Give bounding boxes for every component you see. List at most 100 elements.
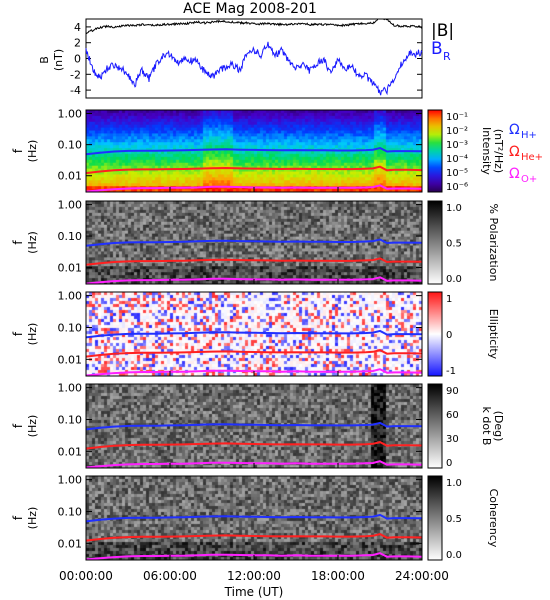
colorbar-label: k dot B	[480, 407, 493, 446]
colorbar-tick-label: 0	[446, 458, 452, 469]
panels-layer: 420-2-4B (nT)|B|B R1.000.100.01f (Hz)10⁻¹10…	[11, 18, 543, 599]
y-tick-label: 2	[74, 37, 81, 50]
legend-omega-symbol: Ω	[509, 166, 520, 182]
y-axis-unit: (Hz)	[26, 140, 39, 163]
y-tick-label: 1.00	[58, 382, 83, 395]
plot-frame	[85, 18, 423, 99]
colorbar-tick-label: 10⁻¹	[446, 112, 468, 123]
colorbar-tick-label: 0	[446, 330, 452, 341]
gyrofrequency-line	[85, 238, 423, 247]
legend-omega-symbol: Ω	[509, 144, 520, 160]
legend-omega-symbol: Ω	[509, 122, 520, 138]
colorbar-tick-label: 90	[446, 386, 459, 397]
colorbar-tick-label: 0.5	[446, 239, 462, 250]
y-axis-unit: (nT)	[52, 49, 65, 71]
gyrofrequency-line	[85, 533, 423, 542]
coherency-panel: 1.00 0.10 0.01 f (Hz) 1.0 0.5 0.0 Coherency	[11, 474, 500, 561]
gyrofrequency-line	[85, 552, 423, 561]
colorbar-tick-label: 10⁻³	[446, 140, 468, 151]
colorbar-label: % Polarization	[487, 204, 500, 282]
colorbar	[427, 109, 443, 193]
colorbar-label: Ellipticity	[487, 309, 500, 360]
y-axis-label: B	[38, 56, 51, 64]
y-axis-unit: (Hz)	[26, 507, 39, 530]
y-tick-label: 0.10	[58, 321, 83, 334]
y-tick-label: 0.10	[58, 413, 83, 426]
colorbar-tick-label: 1.0	[446, 203, 462, 214]
gyrofrequency-line	[85, 329, 423, 339]
colorbar-tick-label: 0.0	[446, 550, 462, 561]
colorbar-tick-label: 10⁻⁵	[446, 168, 468, 179]
y-tick-label: -4	[70, 84, 81, 97]
gyrofrequency-line	[85, 460, 423, 469]
colorbar-tick-label: 10⁻⁴	[446, 154, 468, 165]
y-tick-label: 4	[74, 21, 81, 34]
colorbar-tick-label: 60	[446, 410, 459, 421]
gyrofrequency-line	[85, 257, 423, 266]
colorbar-tick-label: 10⁻⁶	[446, 182, 468, 193]
legend-b-radial: B	[431, 39, 443, 59]
polarization-panel: 1.00 0.10 0.01 f (Hz) 1.0 0.5 0.0 % Polarization	[11, 199, 500, 285]
colorbar-tick-label: -1	[446, 366, 456, 377]
colorbar-label: Intensity	[480, 127, 493, 175]
colorbar-tick-label: 0.5	[446, 514, 462, 525]
x-tick-label: 06:00:00	[143, 569, 197, 583]
x-tick-label: 18:00:00	[311, 569, 365, 583]
colorbar-tick-label: 0.0	[446, 274, 462, 285]
gyrofrequency-line	[85, 146, 423, 156]
gyrofrequency-line	[85, 165, 423, 175]
y-tick-label: 0.01	[58, 262, 83, 275]
gyrofrequency-line	[85, 513, 423, 523]
y-axis-unit: (Hz)	[26, 231, 39, 254]
legend-b-total: |B|	[431, 21, 454, 41]
colorbar	[427, 383, 443, 469]
colorbar	[427, 291, 443, 377]
x-tick-label: 12:00:00	[227, 569, 281, 583]
y-tick-label: 1.00	[58, 290, 83, 303]
y-tick-label: 0.01	[58, 170, 83, 183]
legend-ion-subscript: He+	[521, 152, 543, 163]
b-radial-line	[85, 41, 423, 96]
colorbar-label: Coherency	[487, 489, 500, 548]
y-axis-label: f	[11, 240, 25, 245]
y-tick-label: 0.01	[58, 353, 83, 366]
y-tick-label: 0.10	[58, 139, 83, 152]
y-tick-label: 0.01	[58, 445, 83, 458]
y-tick-label: 0.10	[58, 230, 83, 243]
y-tick-label: 1.00	[58, 199, 83, 212]
legend-ion-subscript: O+	[521, 174, 537, 185]
y-tick-label: 0.01	[58, 537, 83, 550]
x-tick-label: 24:00:00	[395, 569, 449, 583]
legend-b-radial-subscript: R	[443, 50, 451, 63]
b-total-line	[85, 18, 423, 35]
y-axis-label: f	[11, 515, 25, 520]
y-tick-label: -2	[70, 68, 81, 81]
y-axis-label: f	[11, 148, 25, 153]
gyrofrequency-line	[85, 441, 423, 450]
colorbar-tick-label: 1	[446, 294, 452, 305]
colorbar-tick-label: 1.0	[446, 478, 462, 489]
wave-normal-angle-panel: 1.00 0.10 0.01 f (Hz) 90 60 30 0 k dot B (Deg)	[11, 382, 505, 469]
y-tick-label: 1.00	[58, 108, 83, 121]
figure-title: ACE Mag 2008-201	[183, 1, 317, 17]
colorbar-unit: (Deg)	[492, 411, 505, 442]
magnetic-field-panel: 420-2-4B (nT)|B|B R	[38, 18, 454, 99]
x-axis: 00:00:00 06:00:00 12:00:00 18:00:00 24:00:00…	[59, 569, 449, 599]
colorbar-unit: (nT²/Hz)	[492, 129, 505, 173]
gyrofrequency-line	[85, 276, 423, 285]
y-tick-label: 0	[74, 53, 81, 66]
y-tick-label: 0.10	[58, 505, 83, 518]
intensity-panel: 1.00 0.10 0.01 f (Hz) 10⁻¹ 10⁻² 10⁻³ 10⁻⁴ 10⁻⁵ 10⁻…	[11, 108, 505, 193]
x-tick-label: 00:00:00	[59, 569, 113, 583]
gyrofrequency-line	[85, 349, 423, 358]
gyrofrequency-legend: Ω H+Ω He+Ω O+	[509, 122, 543, 185]
colorbar	[427, 200, 443, 285]
gyrofrequency-line	[85, 368, 423, 377]
ellipticity-panel: 1.00 0.10 0.01 f (Hz) 1 0 -1 Ellipticity	[11, 290, 500, 377]
y-axis-unit: (Hz)	[26, 415, 39, 438]
legend-ion-subscript: H+	[521, 130, 537, 141]
y-axis-unit: (Hz)	[26, 323, 39, 346]
colorbar-tick-label: 30	[446, 434, 459, 445]
colorbar	[427, 475, 443, 561]
